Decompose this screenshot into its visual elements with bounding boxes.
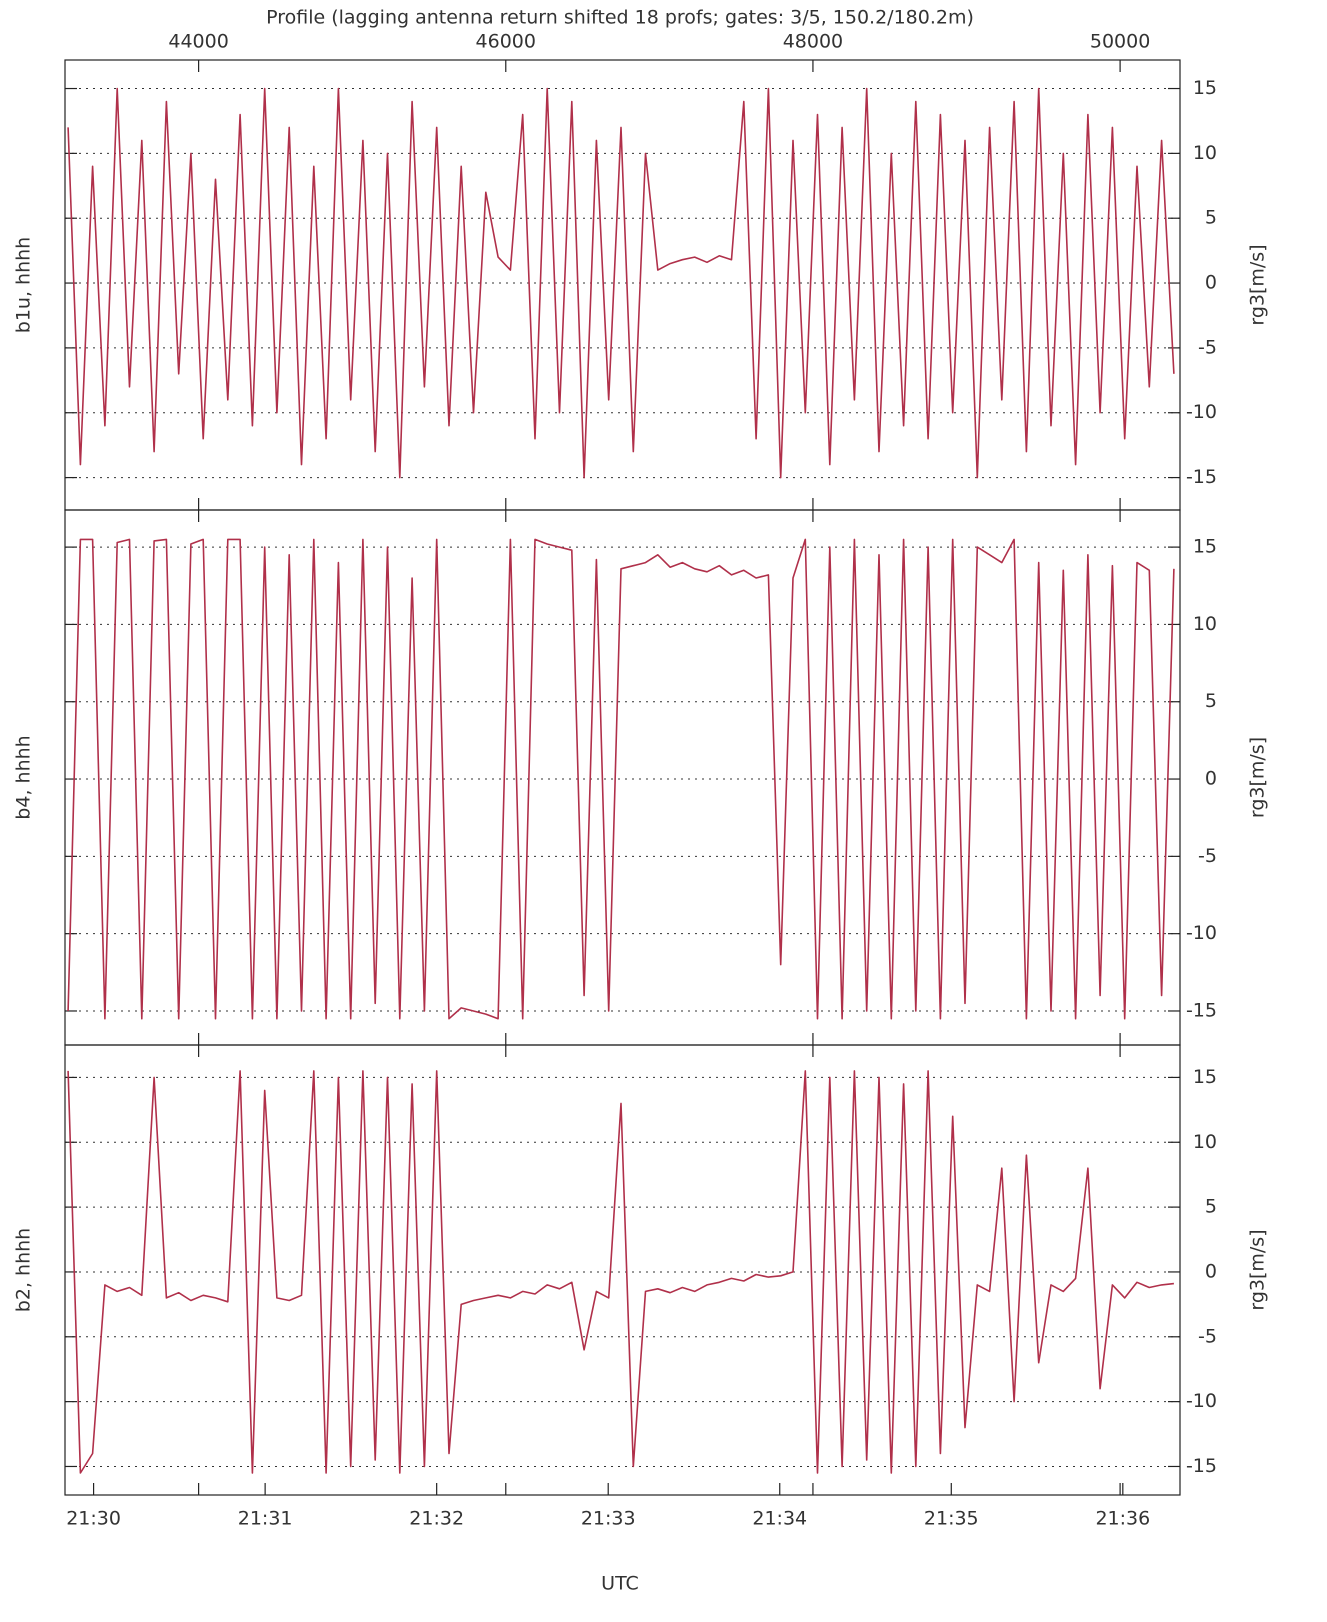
y-tick-label: 0 xyxy=(1205,1260,1217,1282)
data-line xyxy=(67,1070,1174,1474)
y-axis-label: b4, hhhh xyxy=(13,735,35,819)
y-tick-label: 15 xyxy=(1193,536,1217,558)
y-tick-label: 10 xyxy=(1193,1131,1217,1153)
x2-tick-label: 21:32 xyxy=(409,1508,464,1530)
data-line xyxy=(67,538,1175,1020)
x2-tick-label: 21:35 xyxy=(924,1508,979,1530)
y-axis-label: b2, hhhh xyxy=(13,1228,35,1312)
y-tick-label: 5 xyxy=(1205,1196,1217,1218)
x-tick-label: 44000 xyxy=(168,31,228,53)
y-axis-label-right: rg3[m/s] xyxy=(1247,1229,1269,1310)
y-tick-label: 5 xyxy=(1205,207,1217,229)
x2-tick-label: 21:33 xyxy=(581,1508,636,1530)
x-axis-label: UTC xyxy=(601,1573,639,1595)
y-tick-label: 10 xyxy=(1193,613,1217,635)
x2-tick-label: 21:36 xyxy=(1095,1508,1150,1530)
x-tick-label: 48000 xyxy=(783,31,843,53)
y-tick-label: -15 xyxy=(1186,999,1217,1021)
x-tick-label: 46000 xyxy=(476,31,536,53)
x2-tick-label: 21:34 xyxy=(752,1508,807,1530)
y-tick-label: 15 xyxy=(1193,77,1217,99)
y-tick-label: 15 xyxy=(1193,1066,1217,1088)
y-axis-label-right: rg3[m/s] xyxy=(1247,244,1269,325)
y-tick-label: -10 xyxy=(1186,922,1217,944)
y-tick-label: -15 xyxy=(1186,466,1217,488)
y-tick-label: -10 xyxy=(1186,1390,1217,1412)
data-line xyxy=(67,87,1175,479)
y-tick-label: 0 xyxy=(1205,272,1217,294)
y-tick-label: -10 xyxy=(1186,401,1217,423)
y-tick-label: -5 xyxy=(1198,845,1217,867)
y-axis-label-right: rg3[m/s] xyxy=(1247,737,1269,818)
chart-title: Profile (lagging antenna return shifted … xyxy=(266,7,974,29)
panel-frame xyxy=(64,1044,1181,1496)
panel-frame xyxy=(64,509,1181,1046)
y-tick-label: -5 xyxy=(1198,1325,1217,1347)
x-tick-label: 50000 xyxy=(1090,31,1150,53)
y-tick-label: -5 xyxy=(1198,336,1217,358)
y-tick-label: 10 xyxy=(1193,142,1217,164)
x2-tick-label: 21:31 xyxy=(238,1508,293,1530)
y-tick-label: 0 xyxy=(1205,768,1217,790)
y-tick-label: -15 xyxy=(1186,1455,1217,1477)
y-axis-label: b1u, hhhh xyxy=(13,237,35,333)
y-tick-label: 5 xyxy=(1205,690,1217,712)
x2-tick-label: 21:30 xyxy=(66,1508,121,1530)
